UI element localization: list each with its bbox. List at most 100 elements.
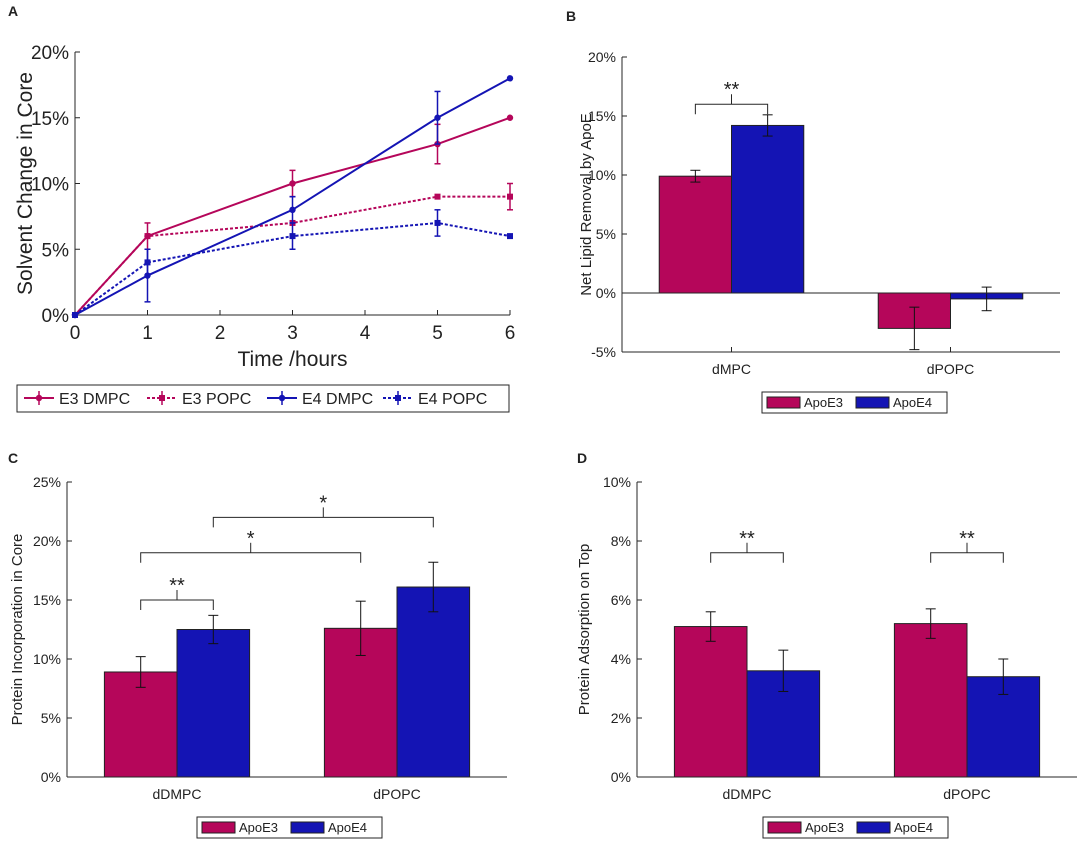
y-axis-label: Solvent Change in Core <box>14 72 37 295</box>
y-tick-label: -5% <box>591 344 616 360</box>
panel-b: B -5% 0% 5% 10% 15% 20% dMPC dPOPC Net Lipid Remo… <box>566 8 1060 414</box>
x-tick-label: 5 <box>432 323 443 344</box>
x-tick-label: 1 <box>142 323 153 344</box>
bar-apoe3-dmpc <box>658 175 732 294</box>
y-tick-label: 15% <box>31 109 69 130</box>
y-tick-label: 20% <box>588 49 616 65</box>
x-tick-label: dDMPC <box>152 786 201 802</box>
significance-bracket: ** <box>710 528 784 563</box>
panel-a: A 0% 5% 10% 15% 20% 0 1 2 3 4 5 6 Time /hours Solvent … <box>8 3 516 413</box>
legend-label: E3 DMPC <box>59 391 130 408</box>
legend-label: ApoE3 <box>239 820 278 835</box>
data-point <box>289 180 296 187</box>
y-tick-label: 15% <box>588 108 616 124</box>
legend-marker <box>159 395 165 401</box>
panel-label-d: D <box>577 450 587 466</box>
y-tick-label: 10% <box>33 651 61 667</box>
data-point <box>434 193 441 200</box>
panel-label-a: A <box>8 3 18 19</box>
legend-label: ApoE3 <box>804 395 843 410</box>
legend-label: ApoE4 <box>328 820 367 835</box>
panel-d: D 0% 2% 4% 6% 8% 10% dDMPC dPOPC Protein Adsorpti… <box>576 450 1077 839</box>
legend-swatch-apoe3 <box>767 821 802 834</box>
series-e4-popc <box>72 209 513 318</box>
y-tick-label: 20% <box>33 533 61 549</box>
legend-label: ApoE4 <box>894 820 933 835</box>
panel-label-b: B <box>566 8 576 24</box>
legend-swatch-apoe3 <box>201 821 236 834</box>
significance-bracket: ** <box>140 575 214 610</box>
legend-marker <box>395 395 401 401</box>
legend: ApoE3 ApoE4 <box>762 816 949 839</box>
y-tick-label: 8% <box>611 533 631 549</box>
legend-box <box>196 816 383 839</box>
panel-c: C 0% 5% 10% 15% 20% 25% dDMPC dPOPC Protein Incor… <box>8 450 507 839</box>
data-point <box>289 206 296 213</box>
data-point <box>434 114 441 121</box>
significance-label: ** <box>959 528 975 550</box>
series-e4-dmpc <box>71 75 514 319</box>
x-tick-label: dPOPC <box>927 361 974 377</box>
x-tick-label: dDMPC <box>722 786 771 802</box>
y-tick-label: 15% <box>33 592 61 608</box>
legend-label: E4 DMPC <box>302 391 373 408</box>
legend-label: ApoE4 <box>893 395 932 410</box>
bracket-line <box>930 552 1004 563</box>
significance-label: ** <box>739 528 755 550</box>
y-tick-label: 0% <box>42 306 70 327</box>
y-tick-label: 25% <box>33 474 61 490</box>
data-point <box>434 219 441 226</box>
y-tick-label: 10% <box>588 167 616 183</box>
significance-bracket: ** <box>930 528 1004 563</box>
significance-label: * <box>247 528 255 550</box>
bracket-line <box>212 516 434 528</box>
y-tick-label: 2% <box>611 710 631 726</box>
x-tick-label: 6 <box>505 323 516 344</box>
bar-apoe4-dpopc <box>396 586 471 778</box>
legend: ApoE3 ApoE4 <box>761 391 948 414</box>
significance-label: ** <box>169 575 185 597</box>
y-tick-label: 5% <box>41 710 61 726</box>
y-tick-label: 5% <box>42 240 70 261</box>
y-tick-label: 5% <box>596 226 616 242</box>
legend: E3 DMPC E3 POPC E4 DMPC E4 POPC <box>16 384 510 413</box>
y-axis-label: Net Lipid Removal by ApoE <box>578 113 595 296</box>
x-tick-label: dPOPC <box>943 786 990 802</box>
significance-bracket: * <box>140 528 362 563</box>
bracket-line <box>140 599 214 610</box>
legend-box <box>761 391 948 414</box>
x-tick-label: 2 <box>215 323 226 344</box>
bar-apoe3-ddmpc <box>103 671 178 778</box>
y-tick-label: 20% <box>31 43 69 64</box>
bracket-line <box>140 552 362 563</box>
legend-label: ApoE3 <box>805 820 844 835</box>
legend-marker <box>35 394 43 402</box>
legend-swatch-apoe4 <box>290 821 325 834</box>
legend-swatch-apoe3 <box>766 396 801 409</box>
data-point <box>507 193 513 200</box>
y-tick-label: 0% <box>41 769 61 785</box>
data-point <box>144 259 151 266</box>
significance-label: ** <box>724 79 740 101</box>
x-tick-label: 0 <box>70 323 81 344</box>
legend: ApoE3 ApoE4 <box>196 816 383 839</box>
data-point <box>289 233 296 240</box>
legend-box <box>762 816 949 839</box>
x-tick-label: 3 <box>287 323 298 344</box>
bracket-line <box>710 552 784 563</box>
y-tick-label: 10% <box>603 474 631 490</box>
data-point <box>506 114 514 121</box>
data-point <box>506 75 514 82</box>
data-point <box>144 233 151 240</box>
bracket-line <box>694 103 769 115</box>
panel-label-c: C <box>8 450 18 466</box>
y-tick-label: 6% <box>611 592 631 608</box>
significance-label: * <box>319 492 327 514</box>
significance-bracket: * <box>212 492 434 528</box>
x-axis-label: Time /hours <box>237 348 347 371</box>
y-axis-label: Protein Adsorption on Top <box>576 544 593 716</box>
bar-apoe3-ddmpc <box>673 626 748 778</box>
x-tick-label: 4 <box>360 323 371 344</box>
bar-apoe4-dmpc <box>731 124 805 294</box>
